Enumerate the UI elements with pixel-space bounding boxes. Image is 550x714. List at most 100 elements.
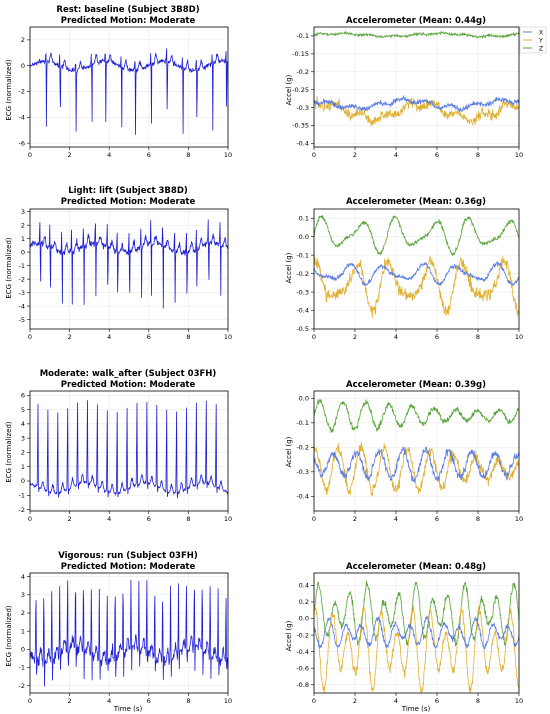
y-tick-label: -0.4 [296, 648, 309, 656]
y-tick-label: 4 [21, 420, 25, 428]
legend-label-z: Z [539, 46, 543, 53]
x-tick-label: 10 [224, 697, 232, 705]
accel-x-trace [313, 445, 520, 483]
x-tick-label: 2 [68, 515, 72, 523]
x-tick-label: 6 [147, 151, 151, 159]
ecg-ylabel-2: ECG (normalized) [5, 237, 13, 299]
x-tick-label: 0 [312, 333, 316, 341]
accel-x-trace [313, 261, 520, 287]
accel-y-trace [313, 605, 520, 694]
y-tick-label: 1 [21, 463, 25, 471]
legend-label-y: Y [538, 38, 543, 45]
acc-ylabel-4: Accel (g) [285, 620, 293, 651]
y-tick-label: 0.4 [299, 582, 309, 590]
y-tick-label: -2 [19, 88, 25, 96]
y-tick-label: 0.2 [299, 598, 309, 606]
y-tick-label: -0.4 [296, 140, 309, 148]
x-tick-label: 4 [394, 515, 398, 523]
y-tick-label: -0.2 [296, 68, 309, 76]
x-tick-label: 0 [312, 515, 316, 523]
legend: X Y Z [519, 26, 547, 54]
axes-frame [29, 26, 229, 148]
y-tick-label: -2 [19, 275, 25, 283]
x-tick-label: 10 [515, 151, 523, 159]
acc-panel-1: 0 2 4 6 8 10 -0.1 -0.15 -0.2 -0.25 -0.3 -0.35 -0.4 [292, 26, 523, 159]
ecg-title-4-line2: Predicted Motion: Moderate [61, 562, 196, 572]
y-tick-label: -5 [19, 316, 25, 324]
x-tick-label: 8 [476, 151, 480, 159]
y-tick-label: 0.0 [299, 615, 309, 623]
y-tick-label: -1 [19, 491, 25, 499]
ecg-title-1-line1: Rest: baseline (Subject 3B8D) [56, 5, 199, 15]
y-tick-label: 3 [21, 208, 25, 216]
y-tick-label: 0 [21, 477, 25, 485]
accel-y-trace [313, 441, 520, 497]
y-tick-label: 6 [21, 391, 25, 399]
x-tick-label: 0 [28, 697, 32, 705]
y-tick-label: -0.4 [296, 307, 309, 315]
axes-frame [313, 572, 520, 694]
y-tick-label: 4 [21, 573, 25, 581]
y-tick-label: -0.4 [296, 493, 309, 501]
x-tick-label: 10 [224, 151, 232, 159]
y-tick-label: -0.2 [296, 270, 309, 278]
x-tick-label: 4 [107, 515, 111, 523]
y-tick-label: -0.1 [296, 419, 309, 427]
y-tick-label: 0.0 [299, 233, 309, 241]
acc-ylabel-3: Accel (g) [285, 436, 293, 467]
ecg-title-2-line2: Predicted Motion: Moderate [61, 197, 196, 207]
y-tick-label: 0.1 [299, 214, 309, 222]
x-tick-label: 10 [515, 515, 523, 523]
x-tick-label: 6 [147, 697, 151, 705]
x-tick-label: 6 [147, 333, 151, 341]
x-tick-label: 8 [476, 515, 480, 523]
x-tick-label: 10 [224, 515, 232, 523]
accel-z-trace [313, 215, 520, 257]
accel-z-trace [313, 398, 520, 433]
x-tick-label: 10 [515, 333, 523, 341]
x-tick-label: 2 [68, 697, 72, 705]
x-tick-label: 6 [435, 151, 439, 159]
x-tick-label: 0 [312, 151, 316, 159]
ecg-title-1-line2: Predicted Motion: Moderate [61, 16, 196, 26]
y-tick-label: 1 [21, 235, 25, 243]
y-tick-label: -0.6 [296, 664, 309, 672]
x-tick-label: 2 [353, 697, 357, 705]
axes-frame [313, 26, 520, 148]
y-tick-label: -2 [19, 682, 25, 690]
x-tick-label: 4 [107, 697, 111, 705]
acc-title-2: Accelerometer (Mean: 0.36g) [346, 197, 486, 207]
y-tick-label: 5 [21, 406, 25, 414]
ecg-title-3-line2: Predicted Motion: Moderate [61, 380, 196, 390]
x-tick-label: 8 [186, 333, 190, 341]
acc-ylabel-1: Accel (g) [285, 74, 293, 105]
y-tick-label: -0.1 [296, 32, 309, 40]
y-tick-label: -1 [19, 664, 25, 672]
legend-label-x: X [539, 30, 543, 37]
ecg-xlabel: Time (s) [113, 705, 143, 713]
x-tick-label: 6 [147, 515, 151, 523]
axes-frame [29, 572, 229, 694]
y-tick-label: -0.1 [296, 251, 309, 259]
x-tick-label: 4 [394, 151, 398, 159]
ecg-trace [29, 48, 229, 135]
ecg-title-4-line1: Vigorous: run (Subject 03FH) [58, 551, 198, 561]
ecg-ylabel-4: ECG (normalized) [5, 605, 13, 667]
acc-panel-3: 0 2 4 6 8 10 0.0 -0.1 -0.2 -0.3 -0.4 [296, 390, 523, 523]
y-tick-label: -0.2 [296, 631, 309, 639]
acc-panel-2: 0 2 4 6 8 10 0.1 0.0 -0.1 -0.2 -0.3 -0.4 -0.5 [296, 208, 523, 341]
acc-title-3: Accelerometer (Mean: 0.39g) [346, 380, 486, 390]
x-tick-label: 8 [186, 151, 190, 159]
y-tick-label: -0.5 [296, 325, 309, 333]
y-tick-label: 1 [21, 627, 25, 635]
y-tick-label: -0.3 [296, 468, 309, 476]
x-tick-label: 6 [435, 333, 439, 341]
y-tick-label: -0.2 [296, 444, 309, 452]
x-tick-label: 2 [353, 515, 357, 523]
x-tick-label: 4 [394, 697, 398, 705]
x-tick-label: 10 [515, 697, 523, 705]
x-tick-label: 4 [394, 333, 398, 341]
y-tick-label: -0.25 [292, 86, 309, 94]
